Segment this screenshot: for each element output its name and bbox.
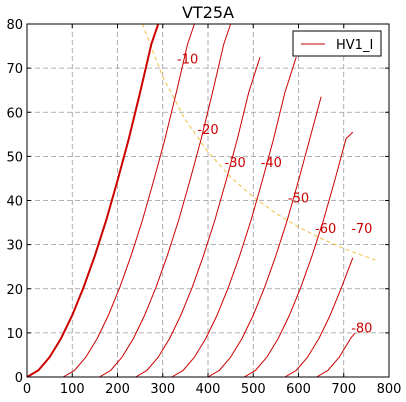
x-tick-label: 0: [23, 382, 31, 397]
grid-voltage-label: -20: [197, 123, 218, 138]
y-tick-label: 30: [6, 239, 23, 254]
grid-voltage-label: -80: [351, 321, 372, 336]
x-tick-label: 500: [241, 382, 266, 397]
legend: HV1_I: [292, 30, 382, 57]
annotations: -10 -20 -30 -40 -50 -60 -70 -80: [177, 52, 372, 336]
y-tick-label: 0: [15, 371, 23, 386]
dissipation-curve: [141, 24, 376, 261]
grid: [27, 24, 389, 377]
x-tick-label: 200: [105, 382, 130, 397]
grid-voltage-label: -10: [177, 52, 198, 67]
curve-grid-minus-60: [243, 131, 354, 377]
x-tick-label: 800: [377, 382, 402, 397]
y-tick-label: 20: [6, 283, 23, 298]
legend-label: HV1_I: [336, 38, 373, 53]
axis-ticks: 0 100 200 300 400 500 600 700 800 0 10 20 30 40 50 60 70…: [6, 18, 401, 397]
y-tick-label: 80: [6, 18, 23, 33]
y-tick-label: 40: [6, 195, 23, 210]
chart-title: VT25A: [182, 3, 234, 22]
x-tick-label: 700: [331, 382, 356, 397]
y-tick-label: 50: [6, 150, 23, 165]
curve-grid-minus-80: [316, 332, 356, 377]
grid-voltage-label: -40: [261, 156, 282, 171]
curve-grid-0: [27, 24, 160, 377]
curve-grid-minus-30: [135, 56, 261, 377]
curve-grid-minus-10: [62, 24, 195, 377]
curve-group: [27, 24, 376, 377]
curves: [27, 24, 376, 377]
grid-voltage-label: -70: [351, 222, 372, 237]
x-tick-label: 300: [150, 382, 175, 397]
grid-voltage-label: -60: [315, 222, 336, 237]
curve-grid-minus-50: [207, 96, 322, 377]
y-tick-label: 10: [6, 327, 23, 342]
grid-voltage-label: -30: [225, 156, 246, 171]
curve-grid-minus-40: [171, 56, 297, 377]
grid-voltage-label: -50: [288, 191, 309, 206]
y-tick-label: 70: [6, 62, 23, 77]
curve-grid-minus-20: [99, 24, 232, 377]
x-tick-label: 600: [286, 382, 311, 397]
x-tick-label: 100: [60, 382, 85, 397]
y-tick-label: 60: [6, 106, 23, 121]
curve-grid-minus-70: [284, 257, 354, 377]
x-tick-label: 400: [196, 382, 221, 397]
